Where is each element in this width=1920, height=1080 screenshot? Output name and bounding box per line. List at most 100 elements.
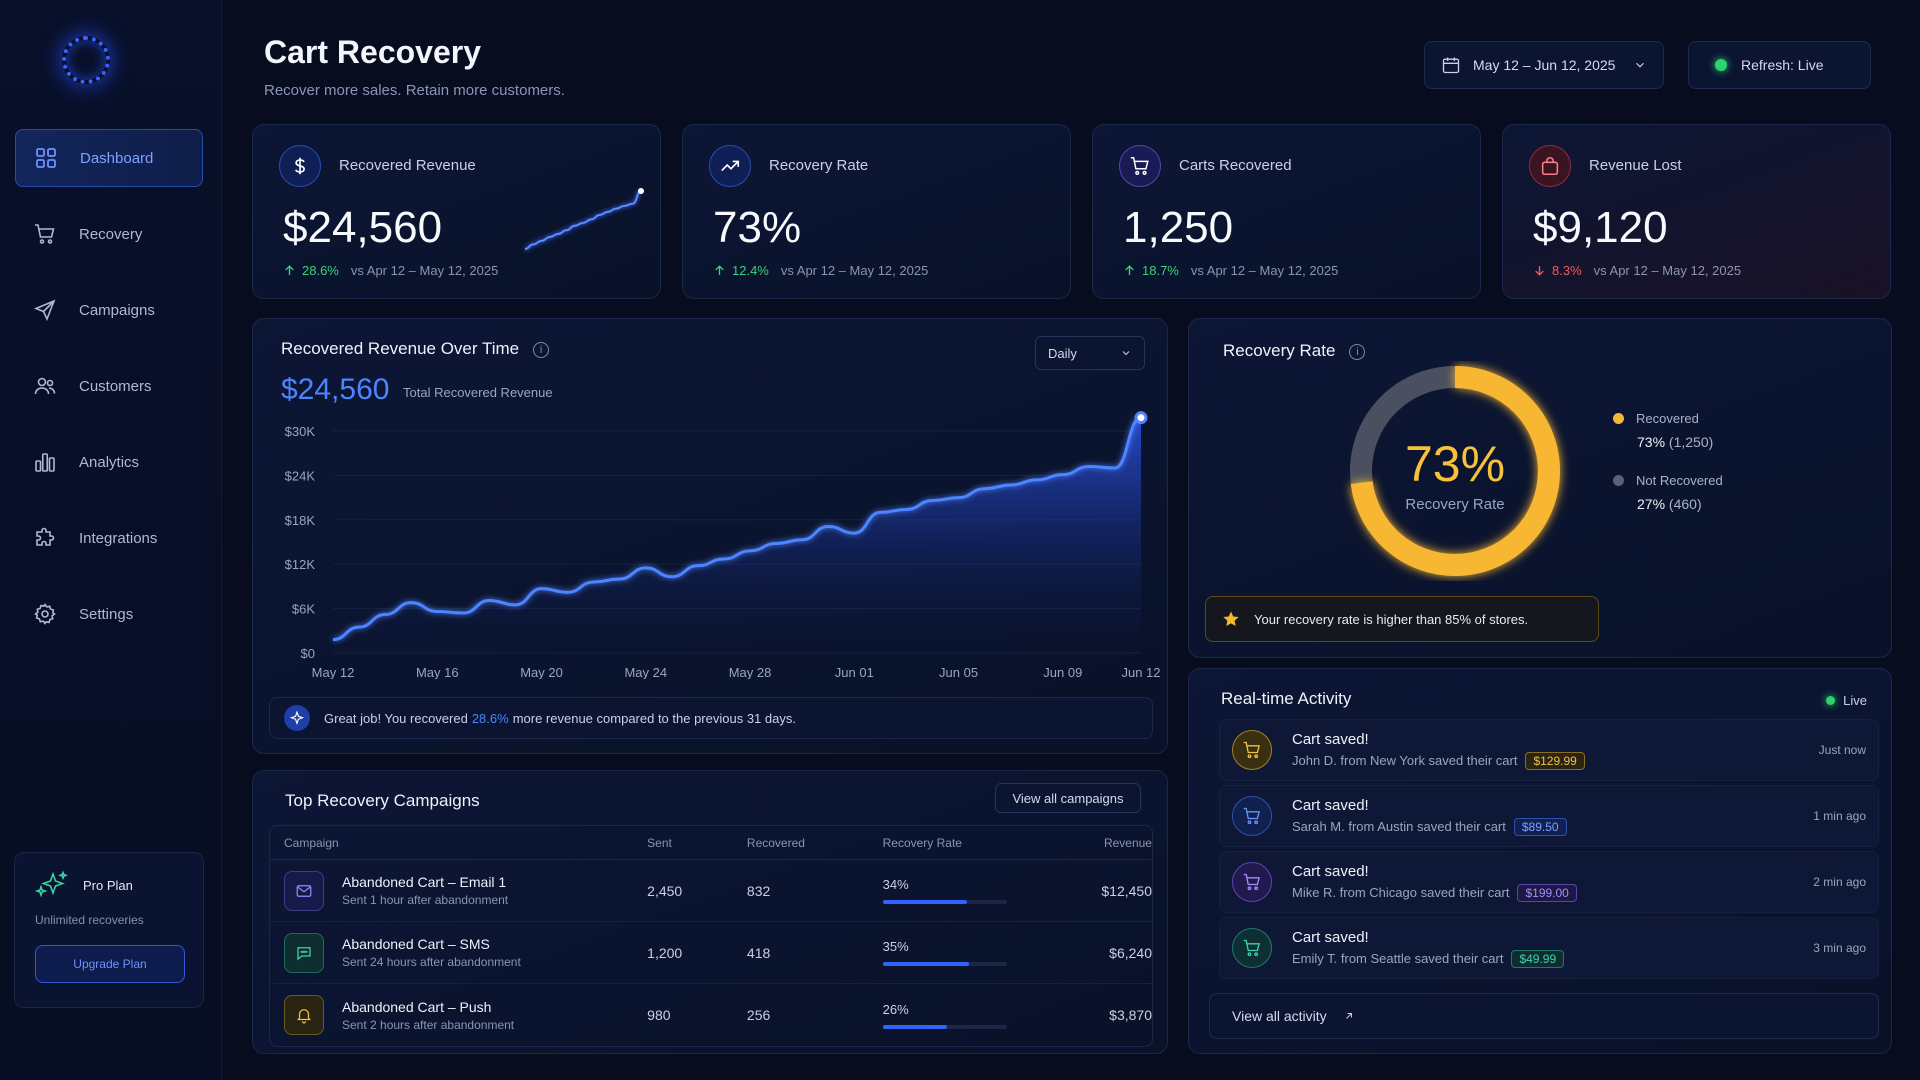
kpi-recovered-revenue: Recovered Revenue $24,560 28.6% vs Apr 1… [252, 124, 661, 299]
legend-count: (460) [1668, 496, 1702, 512]
sidebar-item-recovery[interactable]: Recovery [15, 205, 203, 263]
activity-time: Just now [1818, 743, 1866, 757]
recovery-rate-card: Recovery Rate i 73% Recovery Rate Recovere… [1188, 318, 1892, 658]
granularity-select[interactable]: Daily [1035, 336, 1145, 370]
sidebar-item-label: Integrations [79, 529, 158, 547]
kpi-label: Recovered Revenue [339, 157, 476, 174]
date-range-picker[interactable]: May 12 – Jun 12, 2025 [1424, 41, 1664, 89]
logo-icon[interactable] [62, 36, 110, 84]
bar-chart-icon [35, 453, 55, 472]
campaign-sent: 1,200 [647, 944, 683, 961]
x-tick-label: May 24 [624, 665, 667, 679]
revenue-area-chart: $0 $6K $12K $18K $24K $30K May 12 May 16 May 20 M… [285, 411, 1161, 679]
x-tick-label: May 12 [312, 665, 355, 679]
activity-time: 3 min ago [1813, 941, 1866, 955]
info-icon[interactable]: i [1349, 343, 1366, 360]
kpi-delta-value: 18.7% [1142, 263, 1179, 278]
campaign-timing: Sent 1 hour after abandonment [342, 893, 509, 907]
sidebar-nav: Dashboard Recovery Campaigns Customers A… [15, 129, 203, 661]
rate-bar-fill [882, 900, 967, 904]
kpi-delta-value: 8.3% [1552, 263, 1582, 278]
legend-pct: 73% [1637, 434, 1666, 450]
legend-recovered: Recovered 73% (1,250) [1613, 411, 1713, 450]
legend-pct: 27% [1637, 496, 1666, 512]
live-label: Live [1843, 693, 1867, 708]
info-icon[interactable]: i [533, 341, 550, 358]
insight-text-post: more revenue compared to the previous 31… [512, 710, 796, 726]
sidebar-item-label: Campaigns [79, 301, 155, 319]
sparkle-icon [35, 871, 68, 898]
x-tick-label: Jun 09 [1043, 665, 1082, 679]
sidebar: Dashboard Recovery Campaigns Customers A… [0, 0, 222, 1080]
trend-up-icon [709, 145, 751, 187]
sidebar-item-customers[interactable]: Customers [15, 357, 203, 415]
sparkline-line [524, 190, 642, 250]
rate-bar-fill [882, 962, 970, 966]
activity-item[interactable]: Cart saved! John D. from New York saved … [1219, 719, 1879, 781]
campaign-revenue: $3,870 [1109, 1007, 1152, 1023]
sidebar-item-campaigns[interactable]: Campaigns [15, 281, 203, 339]
column-header-campaign[interactable]: Campaign [284, 835, 339, 850]
activity-title-text: Cart saved! [1292, 730, 1369, 748]
column-header-revenue[interactable]: Revenue [1103, 835, 1152, 850]
rate-bar [882, 900, 1007, 904]
kpi-delta-period: vs Apr 12 – May 12, 2025 [350, 263, 499, 278]
live-dot-icon [1826, 696, 1836, 705]
page-title: Cart Recovery [264, 34, 481, 70]
benchmark-note: Your recovery rate is higher than 85% of… [1205, 596, 1599, 642]
sidebar-item-integrations[interactable]: Integrations [15, 509, 203, 567]
area-fill [333, 417, 1141, 653]
activity-description: Sarah M. from Austin saved their cart [1292, 819, 1506, 834]
activity-item[interactable]: Cart saved! Emily T. from Seattle saved … [1219, 917, 1879, 979]
rate-bar-fill [882, 1024, 948, 1029]
column-header-recovery-rate[interactable]: Recovery Rate [882, 835, 962, 850]
legend-not-recovered: Not Recovered 27% (460) [1613, 473, 1723, 512]
column-header-recovered[interactable]: Recovered [746, 835, 805, 850]
sidebar-item-analytics[interactable]: Analytics [15, 433, 203, 491]
refresh-status-button[interactable]: Refresh: Live [1688, 41, 1871, 89]
kpi-delta: 12.4% vs Apr 12 – May 12, 2025 [713, 263, 928, 278]
granularity-value: Daily [1048, 345, 1077, 361]
kpi-delta-period: vs Apr 12 – May 12, 2025 [780, 263, 929, 278]
table-row[interactable]: Abandoned Cart – Email 1 Sent 1 hour afte… [270, 860, 1152, 922]
total-recovered-revenue: $24,560 [281, 373, 390, 406]
rate-bar [882, 962, 1007, 966]
bell-icon [284, 995, 324, 1035]
send-icon [33, 299, 56, 322]
sidebar-item-dashboard[interactable]: Dashboard [15, 129, 203, 187]
plan-description: Unlimited recoveries [35, 913, 144, 927]
sidebar-item-label: Customers [79, 377, 152, 395]
x-tick-label: Jun 12 [1121, 665, 1160, 679]
view-all-campaigns-button[interactable]: View all campaigns [995, 783, 1141, 813]
sidebar-item-label: Analytics [79, 453, 140, 471]
activity-item[interactable]: Cart saved! Sarah M. from Austin saved t… [1219, 785, 1879, 847]
table-row[interactable]: Abandoned Cart – Push Sent 2 hours after … [270, 984, 1152, 1046]
campaign-sent: 980 [647, 1007, 671, 1023]
campaign-name: Abandoned Cart – SMS [342, 936, 490, 952]
kpi-delta-period: vs Apr 12 – May 12, 2025 [1190, 263, 1339, 278]
sidebar-item-settings[interactable]: Settings [15, 585, 203, 643]
campaign-revenue: $6,240 [1109, 944, 1152, 961]
upgrade-plan-button[interactable]: Upgrade Plan [35, 945, 185, 983]
rate-bar [882, 1024, 1007, 1029]
campaign-recovered: 418 [746, 944, 771, 961]
activity-description: Mike R. from Chicago saved their cart [1292, 885, 1510, 900]
revenue-chart-title: Recovered Revenue Over Time [281, 339, 520, 358]
live-dot-icon [1715, 59, 1727, 71]
kpi-value: $24,560 [283, 203, 443, 252]
column-header-sent[interactable]: Sent [647, 835, 672, 850]
total-recovered-label: Total Recovered Revenue [403, 385, 553, 400]
arrow-down-icon [1535, 266, 1544, 276]
top-campaigns-card: Top Recovery Campaigns View all campaign… [252, 770, 1168, 1054]
activity-item[interactable]: Cart saved! Mike R. from Chicago saved t… [1219, 851, 1879, 913]
donut-slice-recovered [1350, 366, 1560, 576]
realtime-activity-card: Real-time Activity Live Cart saved! John… [1188, 668, 1892, 1054]
activity-price-badge: $129.99 [1525, 751, 1585, 770]
activity-price-badge: $89.50 [1513, 817, 1567, 836]
view-all-activity-label: View all activity [1232, 1008, 1327, 1024]
activity-description: Emily T. from Seattle saved their cart [1292, 951, 1504, 966]
bag-icon [1529, 145, 1571, 187]
cart-icon [35, 224, 55, 244]
table-row[interactable]: Abandoned Cart – SMS Sent 24 hours after … [270, 922, 1152, 984]
view-all-activity-button[interactable]: View all activity [1209, 993, 1879, 1039]
